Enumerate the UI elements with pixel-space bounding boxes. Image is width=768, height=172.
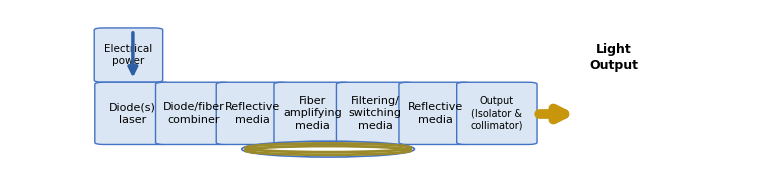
FancyBboxPatch shape [217,82,289,144]
Text: Electrical
power: Electrical power [104,44,153,66]
Text: Fiber
amplifying
media: Fiber amplifying media [283,96,342,131]
Text: Light
Output: Light Output [589,43,638,72]
Text: Filtering/
switching
media: Filtering/ switching media [349,96,402,131]
Text: Diode(s)
laser: Diode(s) laser [109,102,156,125]
FancyBboxPatch shape [274,82,351,144]
Text: Output
(Isolator &
collimator): Output (Isolator & collimator) [471,96,523,131]
FancyBboxPatch shape [94,28,163,82]
FancyBboxPatch shape [155,82,231,144]
Text: Diode/fiber
combiner: Diode/fiber combiner [163,102,224,125]
Text: Reflective
media: Reflective media [408,102,463,125]
FancyBboxPatch shape [336,82,414,144]
FancyBboxPatch shape [94,82,170,144]
FancyBboxPatch shape [399,82,472,144]
FancyBboxPatch shape [457,82,537,144]
Text: Reflective
media: Reflective media [225,102,280,125]
